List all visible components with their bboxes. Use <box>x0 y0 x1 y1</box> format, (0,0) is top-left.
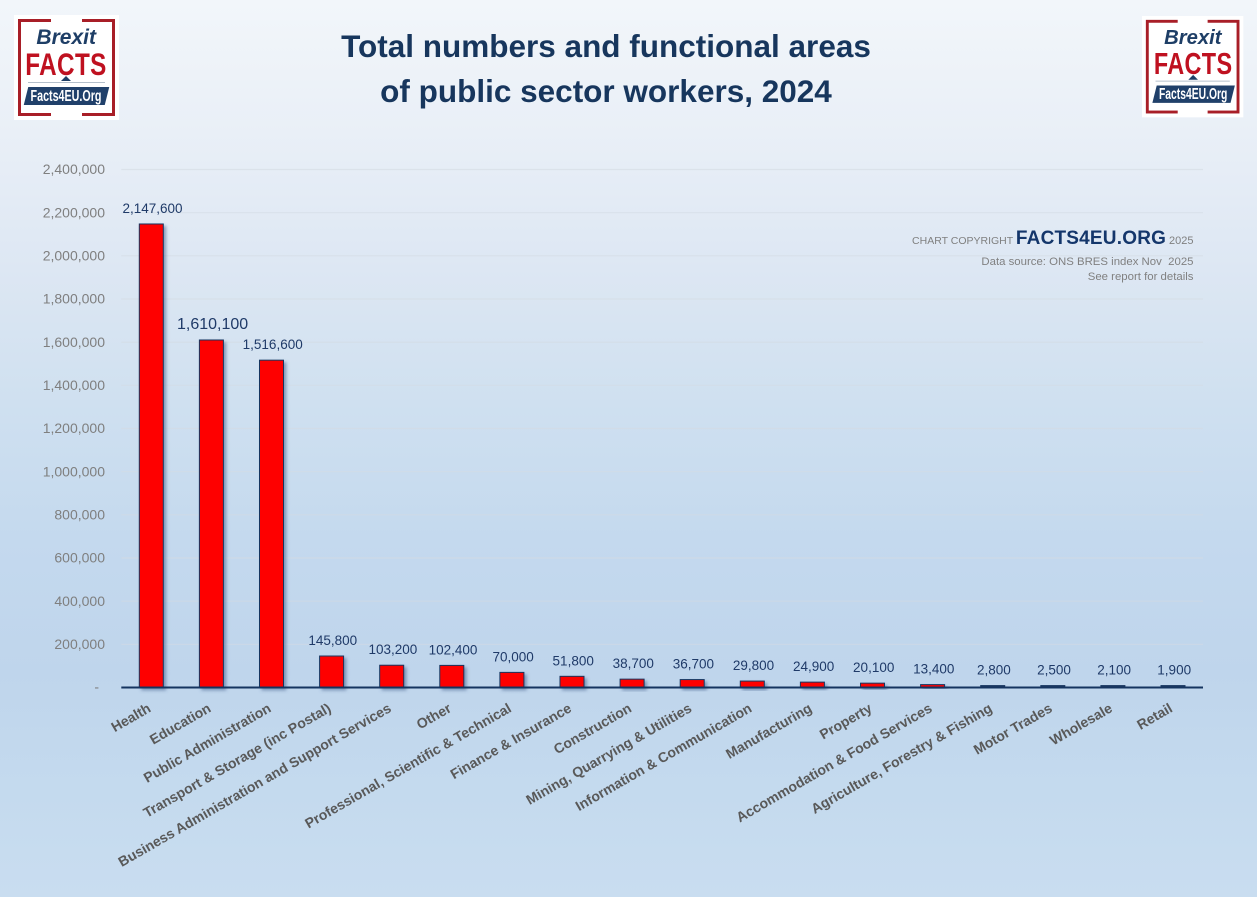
svg-text:36,700: 36,700 <box>673 657 714 672</box>
svg-text:-: - <box>94 679 99 695</box>
svg-text:145,800: 145,800 <box>308 633 357 648</box>
svg-text:Business Administration and Su: Business Administration and Support Serv… <box>115 700 394 870</box>
svg-text:600,000: 600,000 <box>54 550 105 566</box>
svg-text:Retail: Retail <box>1134 700 1175 733</box>
svg-text:13,400: 13,400 <box>913 662 954 677</box>
svg-text:2,000,000: 2,000,000 <box>43 248 105 264</box>
svg-text:102,400: 102,400 <box>429 642 478 657</box>
svg-text:103,200: 103,200 <box>368 642 417 657</box>
svg-text:2,500: 2,500 <box>1037 663 1071 678</box>
svg-text:2,800: 2,800 <box>977 663 1011 678</box>
svg-text:2,200,000: 2,200,000 <box>43 204 105 220</box>
svg-text:1,516,600: 1,516,600 <box>243 337 303 352</box>
svg-text:2,100: 2,100 <box>1097 663 1131 678</box>
svg-text:1,000,000: 1,000,000 <box>43 463 105 479</box>
svg-text:2,147,600: 2,147,600 <box>122 201 182 216</box>
svg-text:24,900: 24,900 <box>793 659 834 674</box>
svg-text:Health: Health <box>108 700 153 735</box>
svg-text:20,100: 20,100 <box>853 660 894 675</box>
svg-text:1,600,000: 1,600,000 <box>43 334 105 350</box>
svg-text:200,000: 200,000 <box>54 636 105 652</box>
svg-text:1,800,000: 1,800,000 <box>43 291 105 307</box>
svg-text:2,400,000: 2,400,000 <box>43 161 105 177</box>
svg-text:800,000: 800,000 <box>54 507 105 523</box>
svg-text:400,000: 400,000 <box>54 593 105 609</box>
svg-text:Wholesale: Wholesale <box>1047 700 1115 749</box>
svg-text:1,200,000: 1,200,000 <box>43 420 105 436</box>
svg-text:38,700: 38,700 <box>613 656 654 671</box>
svg-text:51,800: 51,800 <box>553 653 594 668</box>
svg-text:29,800: 29,800 <box>733 658 774 673</box>
svg-text:1,610,100: 1,610,100 <box>177 316 248 333</box>
svg-text:1,900: 1,900 <box>1157 663 1191 678</box>
svg-text:1,400,000: 1,400,000 <box>43 377 105 393</box>
svg-text:Other: Other <box>413 699 454 732</box>
svg-text:70,000: 70,000 <box>492 649 533 664</box>
